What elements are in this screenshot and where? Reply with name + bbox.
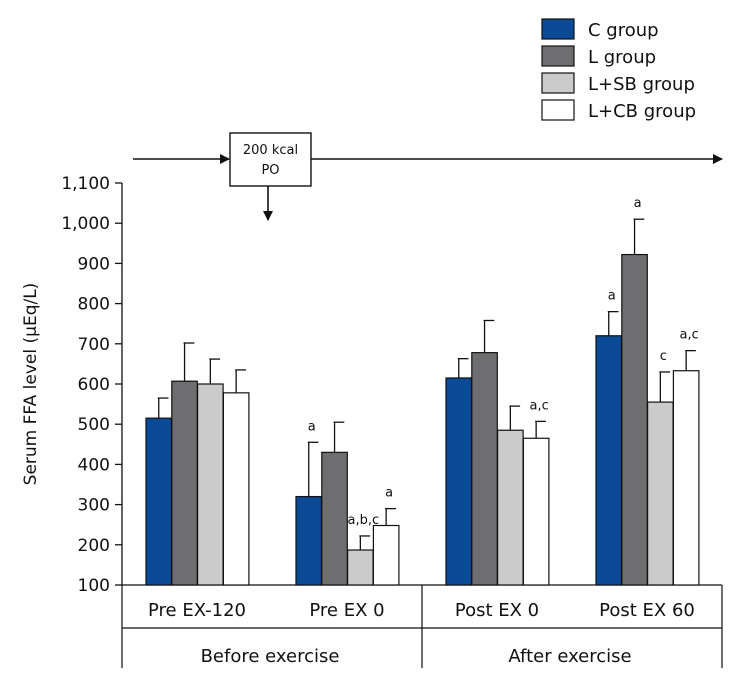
bar bbox=[321, 451, 348, 586]
legend-swatch-l bbox=[541, 45, 575, 67]
x-tick-label: Post EX 60 bbox=[599, 600, 695, 621]
bar bbox=[595, 335, 623, 586]
x-tick-label: Pre EX 0 bbox=[309, 600, 384, 621]
significance-label: a,c bbox=[530, 398, 549, 413]
annotation-box bbox=[229, 132, 312, 187]
bar bbox=[672, 370, 700, 586]
legend: C group L group L+SB group L+CB group bbox=[541, 18, 696, 122]
legend-label-l: L group bbox=[588, 47, 656, 68]
y-axis-label: Serum FFA level (μEq/L) bbox=[21, 283, 41, 486]
bar bbox=[347, 549, 374, 586]
y-tick-label: 400 bbox=[78, 455, 110, 475]
bar bbox=[222, 392, 250, 586]
legend-swatch-lcb bbox=[541, 99, 575, 121]
x-tick-label: Post EX 0 bbox=[455, 600, 539, 621]
y-tick-label: 300 bbox=[78, 496, 110, 516]
bar bbox=[471, 352, 498, 586]
y-tick-label: 800 bbox=[78, 295, 110, 315]
bar bbox=[295, 495, 323, 586]
legend-label-lcb: L+CB group bbox=[588, 101, 696, 122]
significance-label: a bbox=[385, 486, 393, 501]
significance-label: a bbox=[308, 419, 316, 434]
annotation-line2: PO bbox=[261, 163, 279, 178]
bar bbox=[171, 380, 198, 586]
significance-label: a bbox=[634, 196, 642, 211]
y-tick-label: 500 bbox=[78, 415, 110, 435]
y-tick-label: 1,100 bbox=[61, 174, 110, 194]
bar bbox=[145, 417, 173, 586]
group-label-before: Before exercise bbox=[201, 646, 340, 667]
x-axis: Pre EX-120 Pre EX 0 Post EX 0 Post EX 60… bbox=[121, 584, 723, 668]
y-ticks: 100 200 300 400 500 600 700 800 900 1,000 1,100 bbox=[61, 174, 122, 596]
legend-label-lsb: L+SB group bbox=[588, 74, 695, 95]
bar bbox=[621, 253, 648, 586]
bar bbox=[646, 401, 674, 586]
bar bbox=[522, 437, 550, 586]
y-tick-label: 700 bbox=[78, 335, 110, 355]
bar bbox=[497, 429, 524, 586]
significance-label: c bbox=[660, 349, 667, 364]
y-tick-label: 100 bbox=[78, 576, 110, 596]
bar bbox=[445, 377, 473, 586]
y-axis: 100 200 300 400 500 600 700 800 900 1,000 1,100 Se… bbox=[21, 174, 123, 596]
group-label-after: After exercise bbox=[508, 646, 631, 667]
legend-swatch-lsb bbox=[541, 72, 575, 94]
significance-label: a bbox=[608, 289, 616, 304]
bar bbox=[372, 524, 400, 586]
x-tick-label: Pre EX-120 bbox=[148, 600, 246, 621]
y-tick-label: 900 bbox=[78, 254, 110, 274]
annotation-line1: 200 kcal bbox=[243, 143, 298, 158]
significance-label: a,b,c bbox=[348, 513, 380, 528]
bars: a a,b,c a a,c a a c a,c bbox=[145, 196, 700, 586]
legend-swatch-c bbox=[541, 18, 575, 40]
y-tick-label: 600 bbox=[78, 375, 110, 395]
bar bbox=[197, 383, 224, 586]
significance-label: a,c bbox=[680, 328, 699, 343]
legend-label-c: C group bbox=[588, 20, 659, 41]
y-tick-label: 200 bbox=[78, 536, 110, 556]
y-tick-label: 1,000 bbox=[61, 214, 110, 234]
timeline: 200 kcal PO bbox=[133, 132, 723, 221]
